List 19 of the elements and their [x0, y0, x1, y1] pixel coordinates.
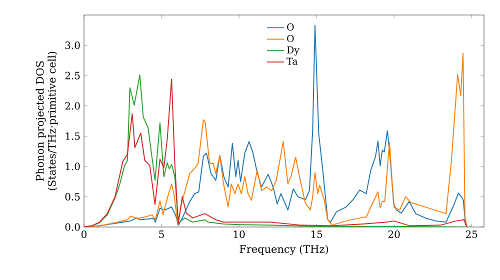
- x-tick-label: 5: [159, 230, 164, 238]
- y-axis-title: Phonon projected DOS (States/THz·primitive cell): [36, 52, 58, 190]
- y-tick-label: 2.0: [65, 102, 80, 110]
- legend-label: O: [287, 23, 294, 31]
- x-tick-label: 15: [311, 230, 322, 238]
- y-tick-label: 1.0: [66, 162, 80, 170]
- y-tick-label: 0.5: [65, 192, 80, 200]
- y-tick-label: 0.0: [65, 223, 80, 231]
- legend-label: Dy: [287, 46, 300, 56]
- x-tick-label: 0: [81, 230, 87, 238]
- y-tick-label: 2.5: [65, 72, 80, 80]
- x-axis-title: Frequency (THz): [240, 244, 328, 256]
- x-tick-label: 10: [234, 230, 245, 238]
- x-tick-label: 20: [388, 230, 400, 238]
- x-tick-label: 25: [466, 230, 478, 238]
- y-tick-label: 3.0: [65, 42, 80, 50]
- legend-label: Ta: [286, 58, 298, 65]
- legend-label: O: [287, 34, 294, 42]
- y-tick-label: 1.5: [66, 132, 80, 140]
